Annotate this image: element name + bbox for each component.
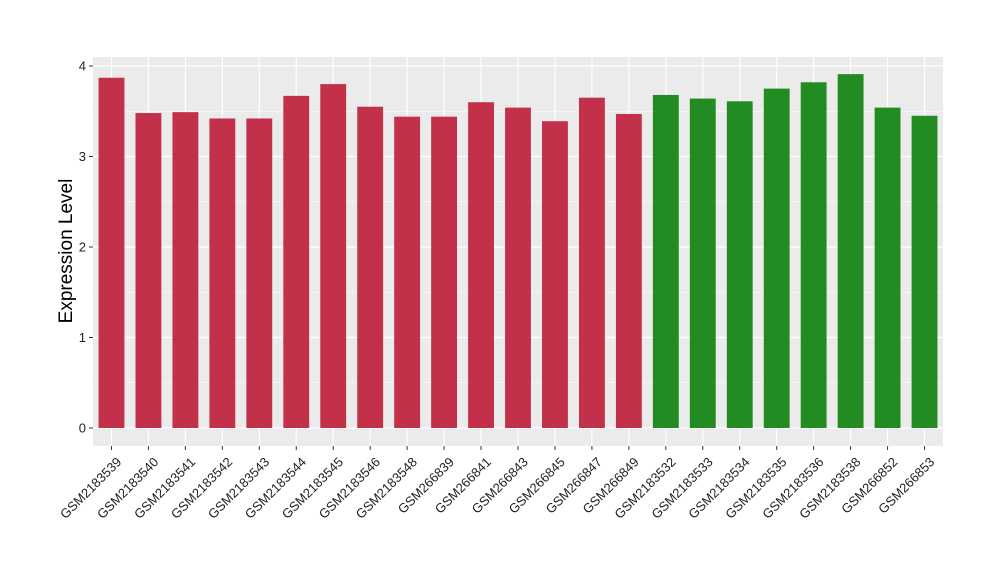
bar-gsm2183539 xyxy=(98,77,125,428)
bar-gsm2183544 xyxy=(283,95,310,429)
x-axis-ticks: GSM2183539GSM2183540GSM2183541GSM2183542… xyxy=(57,446,937,522)
bar-gsm2183535 xyxy=(763,88,790,428)
y-axis-ticks: 0 1 2 3 4 xyxy=(79,59,93,436)
y-axis-label: Expression Level xyxy=(56,179,77,324)
y-tick-label: 3 xyxy=(79,149,86,164)
bar-gsm266847 xyxy=(578,97,605,429)
bar-gsm2183541 xyxy=(172,112,199,428)
bar-gsm2183536 xyxy=(800,82,827,428)
y-tick-label: 1 xyxy=(79,330,86,345)
bar-gsm266849 xyxy=(615,113,642,428)
bar-gsm2183534 xyxy=(726,101,753,429)
bar-gsm266853 xyxy=(911,115,938,429)
bar-gsm266839 xyxy=(431,116,458,429)
bar-gsm266843 xyxy=(505,107,531,428)
bar-gsm2183538 xyxy=(837,74,864,429)
y-tick-label: 2 xyxy=(79,240,86,255)
bar-gsm266852 xyxy=(874,107,901,428)
y-tick-label: 0 xyxy=(79,421,86,436)
bar-gsm2183540 xyxy=(135,113,162,428)
bar-gsm2183533 xyxy=(689,98,716,428)
bar-gsm2183543 xyxy=(246,118,273,429)
bar-gsm2183546 xyxy=(357,106,384,428)
bar-gsm266841 xyxy=(468,102,494,428)
bar-gsm2183548 xyxy=(394,116,421,429)
bar-gsm266845 xyxy=(542,121,568,428)
y-tick-label: 4 xyxy=(79,59,86,74)
bars xyxy=(98,74,938,429)
bar-gsm2183532 xyxy=(652,94,679,429)
bar-gsm2183542 xyxy=(209,118,236,429)
bar-gsm2183545 xyxy=(320,84,347,428)
